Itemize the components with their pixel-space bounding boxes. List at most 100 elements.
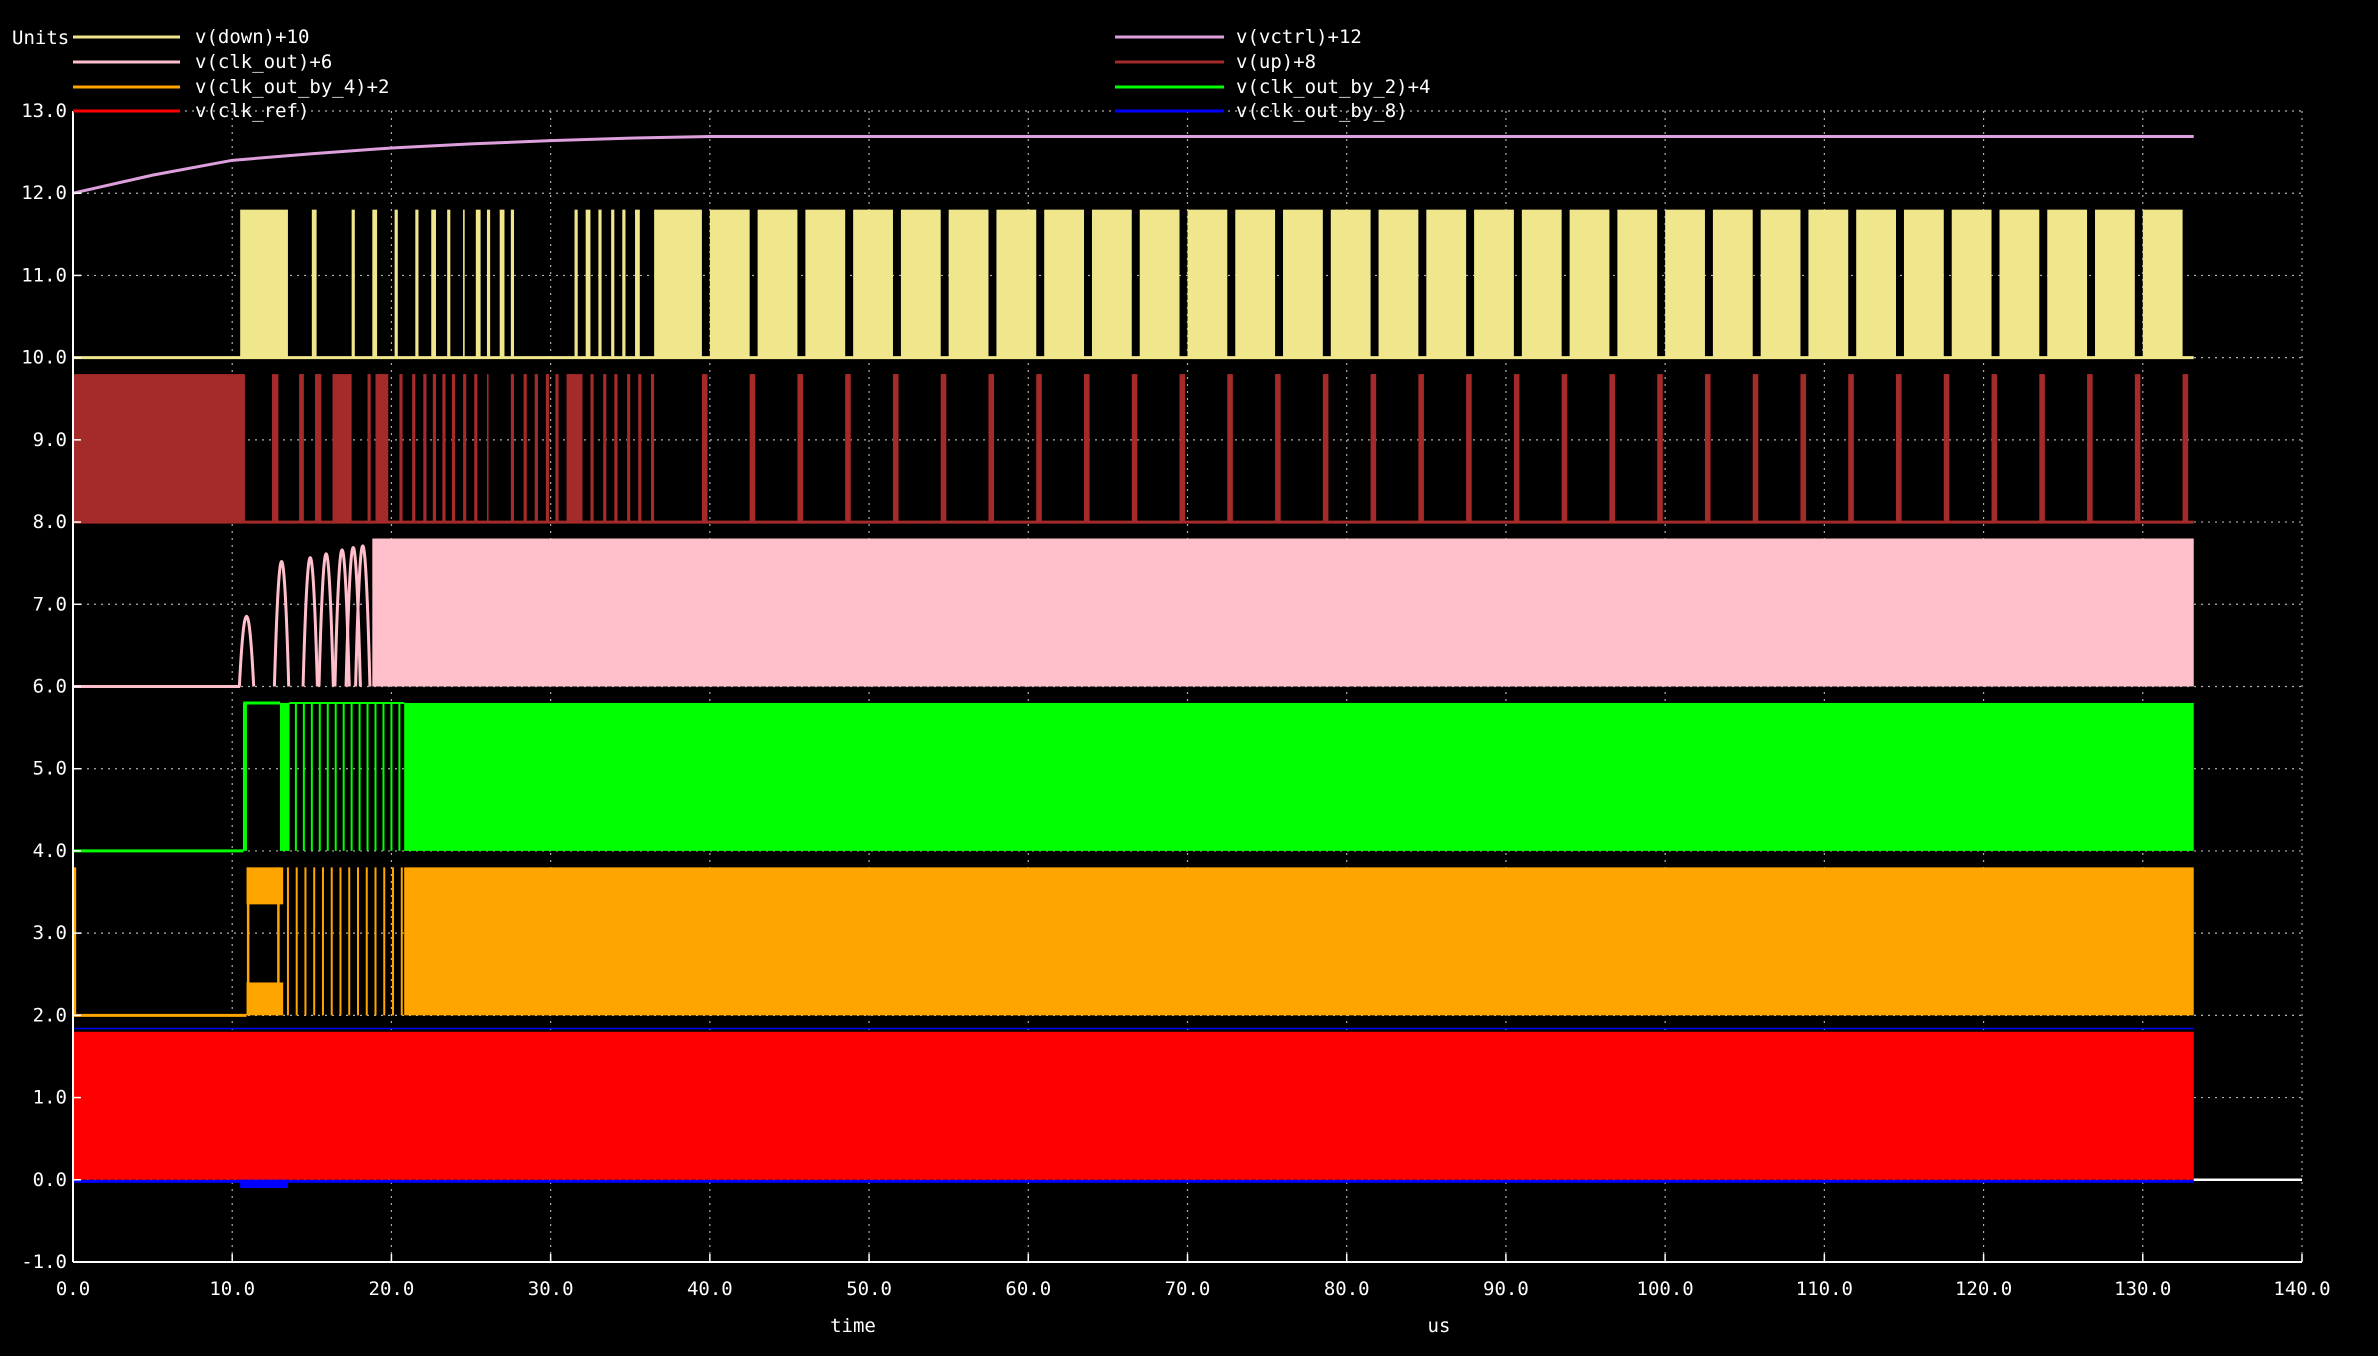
legend-entry: v(vctrl)+12: [1115, 26, 1362, 48]
series-clk-out-by-2: [73, 701, 2194, 853]
series-up: [73, 374, 2194, 524]
up-pulse: [627, 374, 631, 523]
x-tick-label: 70.0: [1165, 1278, 1211, 1300]
legend-label: v(up)+8: [1236, 51, 1316, 73]
down-pulse: [394, 209, 398, 358]
legend-entry: v(clk_out_by_8): [1115, 100, 1408, 122]
legend-entry: v(clk_out_by_4)+2: [73, 76, 389, 98]
y-tick-label: 8.0: [33, 511, 67, 533]
down-pulse: [351, 209, 355, 358]
up-pulse: [1609, 374, 1615, 523]
y-tick-label: 12.0: [21, 182, 67, 204]
down-pulse: [499, 209, 505, 358]
units-label: Units: [12, 27, 69, 49]
up-pulse: [797, 374, 803, 523]
up-pulse: [614, 374, 618, 523]
down-pulse: [900, 209, 941, 358]
clk-out-startup-bump: [237, 614, 256, 687]
up-pulse: [650, 374, 655, 523]
down-pulse: [853, 209, 893, 358]
up-pulse: [1704, 374, 1711, 523]
up-pulse: [534, 374, 538, 523]
axes: 0.0 10.0 20.0 30.0 40.0 50.0 60.0 70.0 80.0 90.0 1…: [21, 100, 2330, 1300]
up-pulse: [510, 374, 515, 523]
up-pulse: [1179, 374, 1186, 523]
legend-entry: v(down)+10: [73, 26, 309, 48]
clk-out-by-2-band: [404, 702, 2194, 851]
up-pulse: [399, 374, 403, 523]
up-pulse: [375, 374, 389, 523]
down-pulse: [1474, 209, 1514, 358]
up-pulse: [940, 374, 947, 523]
down-pulse: [1187, 209, 1228, 358]
series-clk-ref: [73, 1031, 2194, 1180]
x-tick-label: 0.0: [56, 1278, 90, 1300]
legend-label: v(clk_ref): [195, 100, 309, 122]
up-pulse: [545, 374, 550, 523]
up-pulse: [2182, 374, 2189, 523]
up-pulse: [1084, 374, 1090, 523]
y-tick-label: 2.0: [33, 1004, 67, 1026]
up-pulse: [272, 374, 279, 523]
vctrl-curve: [72, 134, 2194, 195]
x-tick-label: 60.0: [1005, 1278, 1051, 1300]
up-pulse: [442, 374, 446, 523]
y-tick-label: 10.0: [21, 347, 67, 369]
x-tick-label: 120.0: [1955, 1278, 2012, 1300]
down-pulse: [1139, 209, 1180, 358]
down-pulse: [996, 209, 1037, 358]
down-pulse: [415, 209, 419, 358]
y-tick-label: -1.0: [21, 1251, 67, 1273]
up-pulse: [423, 374, 427, 523]
down-pulse: [1808, 209, 1849, 358]
clk-out-startup-bump: [317, 552, 335, 687]
y-tick-label: 13.0: [21, 100, 67, 122]
up-pulse: [315, 374, 322, 523]
down-pulse: [574, 209, 578, 358]
up-pulse: [566, 374, 583, 523]
up-pulse: [988, 374, 995, 523]
down-pulse: [1903, 209, 1944, 358]
down-pulse: [805, 209, 846, 358]
x-tick-label: 90.0: [1483, 1278, 1529, 1300]
up-pulse: [463, 374, 467, 523]
up-pulse: [432, 374, 437, 523]
up-pulse: [638, 374, 642, 523]
x-tick-label: 100.0: [1637, 1278, 1694, 1300]
down-pulse: [1378, 209, 1419, 358]
up-pulse: [523, 374, 527, 523]
up-pulse: [603, 374, 607, 523]
up-pulse: [1418, 374, 1424, 523]
up-pulse: [1227, 374, 1233, 523]
series-clk-out-by-8: [73, 1027, 2194, 1189]
up-pulse: [749, 374, 756, 523]
up-pulse: [451, 374, 456, 523]
x-axis-label: time: [830, 1315, 876, 1337]
up-pulse: [1896, 374, 1902, 523]
down-pulse: [1044, 209, 1085, 358]
up-pulse: [1131, 374, 1138, 523]
down-pulse: [1665, 209, 1705, 358]
down-pulse: [510, 209, 515, 358]
down-pulse: [1091, 209, 1132, 358]
y-tick-label: 5.0: [33, 758, 67, 780]
up-pulse: [412, 374, 416, 523]
legend: v(down)+10v(clk_out)+6v(clk_out_by_4)+2v…: [73, 26, 1430, 122]
down-pulse: [709, 209, 750, 358]
y-tick-label: 3.0: [33, 922, 67, 944]
x-tick-label: 110.0: [1796, 1278, 1853, 1300]
clk-out-by-4-burst-high: [246, 867, 284, 905]
y-tick-label: 0.0: [33, 1169, 67, 1191]
up-pulse: [590, 374, 594, 523]
down-pulse: [372, 209, 378, 358]
up-pulse: [1466, 374, 1472, 523]
x-tick-label: 40.0: [687, 1278, 733, 1300]
down-pulse: [1617, 209, 1658, 358]
x-tick-label: 80.0: [1324, 1278, 1370, 1300]
up-pulse: [892, 374, 899, 523]
legend-label: v(down)+10: [195, 26, 309, 48]
down-pulse: [463, 209, 465, 358]
x-tick-label: 30.0: [528, 1278, 574, 1300]
legend-label: v(vctrl)+12: [1236, 26, 1362, 48]
